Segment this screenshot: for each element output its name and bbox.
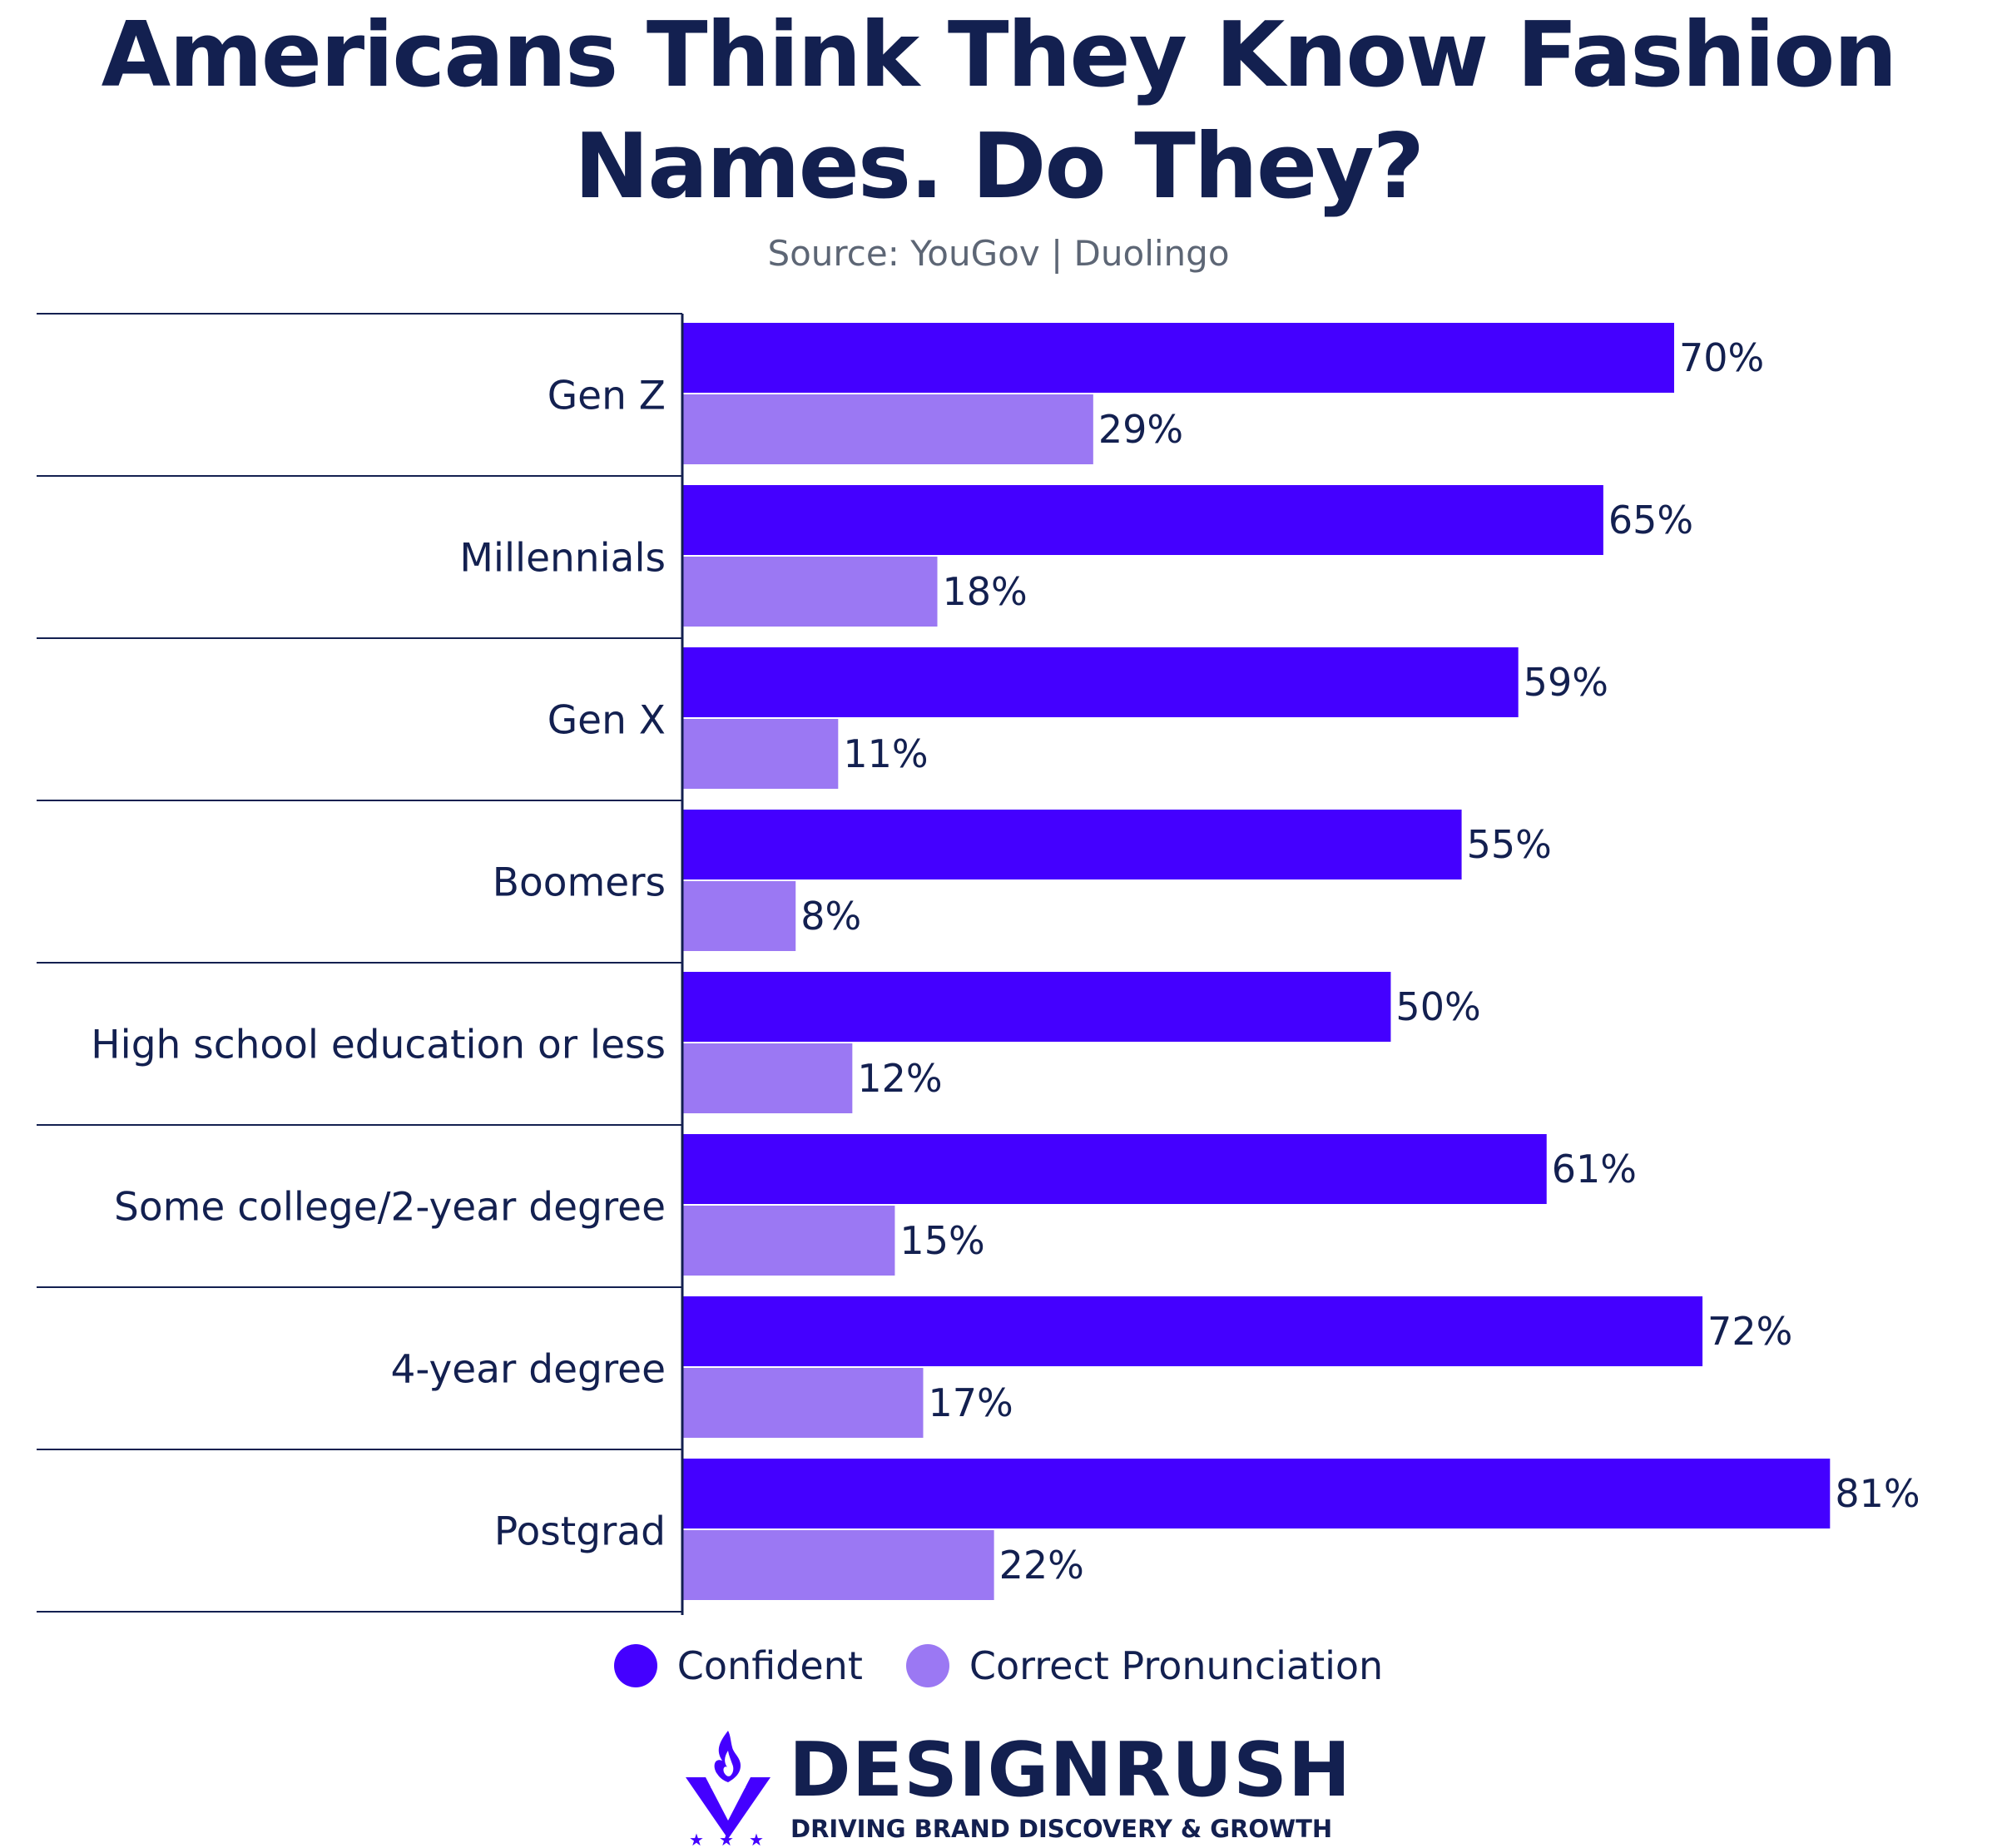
chart-title-line-2: Names. Do They?	[573, 115, 1425, 219]
category-label: Boomers	[493, 860, 666, 906]
torch-shield-icon: ★ ★ ★	[686, 1731, 771, 1846]
category-label: Millennials	[459, 536, 666, 582]
brand-tagline: DRIVING BRAND DISCOVERY & GROWTH	[790, 1815, 1333, 1843]
bar-correct-pronunciation-some-college-2-year-degree	[682, 1206, 895, 1276]
bar-correct-pronunciation-gen-z	[682, 394, 1093, 464]
data-label-confident: 81%	[1835, 1471, 1920, 1516]
data-label-correct-pronunciation: 29%	[1098, 407, 1183, 452]
bar-confident-gen-x	[682, 647, 1519, 717]
svg-text:★: ★	[749, 1830, 764, 1846]
svg-text:★: ★	[719, 1830, 734, 1846]
bar-confident-postgrad	[682, 1459, 1831, 1528]
data-label-confident: 61%	[1552, 1147, 1637, 1192]
bar-correct-pronunciation-postgrad	[682, 1530, 994, 1600]
legend-label-confident: Confident	[676, 1643, 863, 1688]
bar-confident-4-year-degree	[682, 1296, 1703, 1366]
bar-confident-boomers	[682, 810, 1462, 879]
data-label-correct-pronunciation: 12%	[857, 1056, 942, 1101]
bar-confident-millennials	[682, 485, 1603, 555]
data-label-confident: 59%	[1524, 660, 1608, 705]
data-label-confident: 50%	[1395, 984, 1480, 1029]
data-label-correct-pronunciation: 17%	[928, 1380, 1013, 1425]
category-label: Some college/2-year degree	[114, 1185, 666, 1231]
legend-swatch-confident	[613, 1644, 657, 1687]
legend-label-correct-pronunciation: Correct Pronunciation	[969, 1643, 1384, 1688]
data-label-correct-pronunciation: 15%	[899, 1218, 984, 1263]
legend-item-confident: Confident	[613, 1643, 863, 1688]
category-label: High school education or less	[91, 1023, 666, 1068]
svg-text:★: ★	[689, 1830, 704, 1846]
category-label: Gen X	[548, 698, 666, 744]
chart-title-line-1: Americans Think They Know Fashion	[101, 3, 1898, 107]
bar-confident-some-college-2-year-degree	[682, 1134, 1547, 1204]
data-label-confident: 55%	[1467, 822, 1552, 867]
bar-correct-pronunciation-4-year-degree	[682, 1368, 924, 1438]
data-label-correct-pronunciation: 8%	[800, 894, 861, 939]
bar-correct-pronunciation-millennials	[682, 557, 938, 627]
bar-confident-gen-z	[682, 323, 1674, 393]
bar-correct-pronunciation-high-school-education-or-less	[682, 1043, 853, 1113]
brand-footer: ★ ★ ★ DESIGNRUSH DRIVING BRAND DISCOVERY…	[682, 1727, 1352, 1846]
data-label-confident: 65%	[1608, 498, 1693, 543]
category-label: Postgrad	[494, 1509, 666, 1555]
data-label-confident: 70%	[1679, 335, 1764, 380]
legend-swatch-correct-pronunciation	[905, 1644, 949, 1687]
brand-name: DESIGNRUSH	[789, 1727, 1352, 1814]
bar-confident-high-school-education-or-less	[682, 972, 1391, 1042]
data-label-correct-pronunciation: 18%	[943, 569, 1028, 614]
data-label-correct-pronunciation: 22%	[999, 1543, 1084, 1588]
category-label: 4-year degree	[390, 1347, 666, 1393]
bar-chart: 70% 29% Gen Z 65% 18% Millennials 59% 11% Gen X 5…	[37, 313, 1920, 1615]
bar-correct-pronunciation-gen-x	[682, 719, 839, 789]
data-label-confident: 72%	[1707, 1309, 1792, 1354]
legend-item-correct-pronunciation: Correct Pronunciation	[905, 1643, 1384, 1688]
data-label-correct-pronunciation: 11%	[843, 731, 928, 776]
chart-legend: Confident Correct Pronunciation	[0, 1643, 1997, 1688]
category-label: Gen Z	[548, 374, 666, 419]
bar-correct-pronunciation-boomers	[682, 881, 796, 951]
chart-source: Source: YouGov | Duolingo	[767, 233, 1230, 274]
